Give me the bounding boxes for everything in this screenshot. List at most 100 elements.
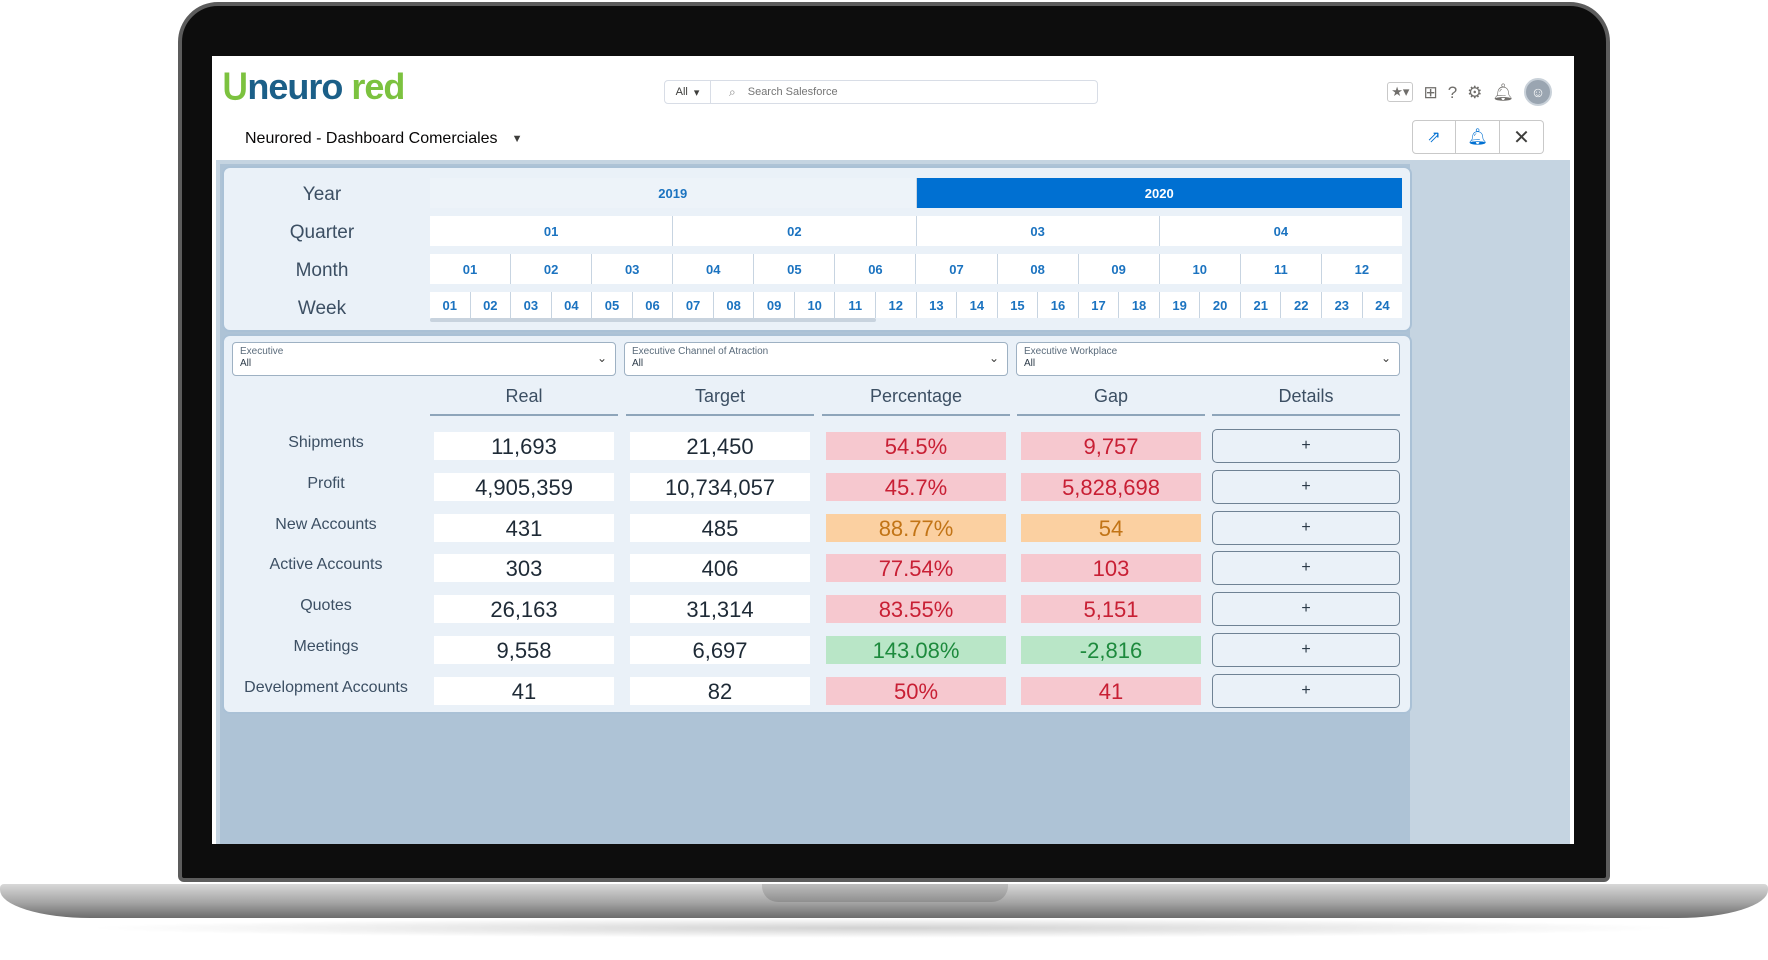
dashboard-title[interactable]: Neurored - Dashboard Comerciales ▼ <box>245 130 522 148</box>
column-header-target: Target <box>626 384 814 416</box>
plus-icon[interactable]: ⊞ <box>1423 82 1438 102</box>
metric-real-value: 4,905,359 <box>434 472 614 501</box>
global-search: All ▾ ⌕ <box>664 80 1098 104</box>
subscribe-button[interactable]: 🔔︎ <box>1456 120 1500 154</box>
metric-gap-value: 5,828,698 <box>1021 472 1201 501</box>
week-option-15[interactable]: 15 <box>997 292 1039 318</box>
details-button[interactable]: + <box>1212 469 1400 504</box>
week-option-24[interactable]: 24 <box>1362 292 1403 318</box>
week-option-06[interactable]: 06 <box>632 292 674 318</box>
share-button[interactable]: ⇗ <box>1412 120 1456 154</box>
month-option-09[interactable]: 09 <box>1078 254 1160 284</box>
metric-percentage-value: 83.55% <box>826 595 1006 624</box>
metric-real-value: 303 <box>434 554 614 583</box>
search-scope-label: All <box>675 86 688 98</box>
week-option-18[interactable]: 18 <box>1119 292 1160 318</box>
metric-gap-value: 54 <box>1021 513 1201 542</box>
month-option-10[interactable]: 10 <box>1159 254 1241 284</box>
month-option-07[interactable]: 07 <box>916 254 998 284</box>
week-option-11[interactable]: 11 <box>835 292 877 318</box>
quarter-option-01[interactable]: 01 <box>430 216 674 246</box>
filter-label: Executive Workplace <box>1024 346 1118 357</box>
laptop-notch <box>762 884 1008 902</box>
week-option-07[interactable]: 07 <box>673 292 714 318</box>
star-icon[interactable]: ★▾ <box>1387 82 1414 102</box>
week-option-20[interactable]: 20 <box>1200 292 1241 318</box>
week-option-17[interactable]: 17 <box>1078 292 1120 318</box>
week-option-03[interactable]: 03 <box>511 292 552 318</box>
metric-target-value: 82 <box>630 676 810 705</box>
dashboard-actions: ⇗ 🔔︎ ✕ <box>1412 120 1544 154</box>
metric-target-value: 6,697 <box>630 636 810 664</box>
chevron-down-icon: ▾ <box>693 86 700 99</box>
week-option-02[interactable]: 02 <box>470 292 512 318</box>
metric-percentage-value: 77.54% <box>826 554 1006 583</box>
chevron-down-icon[interactable]: ▼ <box>511 133 523 145</box>
week-option-16[interactable]: 16 <box>1038 292 1079 318</box>
quarter-option-04[interactable]: 04 <box>1159 216 1402 246</box>
filter-value: All <box>1024 358 1036 369</box>
share-icon: ⇗ <box>1427 129 1441 146</box>
week-option-23[interactable]: 23 <box>1322 292 1363 318</box>
week-option-04[interactable]: 04 <box>551 292 593 318</box>
week-option-12[interactable]: 12 <box>876 292 917 318</box>
week-option-19[interactable]: 19 <box>1159 292 1201 318</box>
month-selector: 01 02 03 04 05 06 07 08 09 10 11 12 <box>430 254 1402 284</box>
search-input[interactable] <box>747 86 1048 98</box>
help-icon[interactable]: ? <box>1447 82 1458 102</box>
year-option-2020[interactable]: 2020 <box>916 178 1402 208</box>
month-option-06[interactable]: 06 <box>835 254 917 284</box>
metric-real-value: 41 <box>434 676 614 705</box>
metric-label: Profit <box>307 474 345 492</box>
metric-label: Quotes <box>300 597 352 615</box>
details-button[interactable]: + <box>1212 510 1400 545</box>
week-option-13[interactable]: 13 <box>916 292 958 318</box>
week-option-14[interactable]: 14 <box>957 292 998 318</box>
month-option-08[interactable]: 08 <box>997 254 1079 284</box>
quarter-option-03[interactable]: 03 <box>916 216 1160 246</box>
week-scrollbar[interactable] <box>430 318 876 322</box>
search-icon: ⌕ <box>729 84 736 99</box>
details-button[interactable]: + <box>1212 592 1400 627</box>
metric-label: Active Accounts <box>269 556 383 574</box>
month-option-04[interactable]: 04 <box>673 254 755 284</box>
filter-executive-workplace[interactable]: Executive Workplace All ⌄ <box>1016 342 1400 376</box>
avatar[interactable]: ☺ <box>1524 78 1552 106</box>
search-scope-dropdown[interactable]: All ▾ <box>665 81 711 103</box>
metric-gap-value: 9,757 <box>1021 432 1201 460</box>
details-button[interactable]: + <box>1212 633 1400 667</box>
year-option-2019[interactable]: 2019 <box>430 178 917 208</box>
metric-target-value: 10,734,057 <box>630 472 810 501</box>
week-option-10[interactable]: 10 <box>794 292 836 318</box>
week-option-05[interactable]: 05 <box>592 292 633 318</box>
week-option-22[interactable]: 22 <box>1281 292 1323 318</box>
bell-icon[interactable]: 🔔︎ <box>1492 82 1514 102</box>
quarter-option-02[interactable]: 02 <box>673 216 917 246</box>
neurored-logo[interactable]: ᑌneuro red <box>222 66 405 108</box>
close-button[interactable]: ✕ <box>1500 120 1544 154</box>
week-label: Week <box>297 298 347 319</box>
chevron-down-icon: ⌄ <box>1380 351 1391 365</box>
month-option-02[interactable]: 02 <box>511 254 593 284</box>
filter-executive-channel-of-atraction[interactable]: Executive Channel of Atraction All ⌄ <box>624 342 1008 376</box>
quarter-selector: 01 02 03 04 <box>430 216 1402 246</box>
metric-gap-value: 5,151 <box>1021 595 1201 624</box>
filter-executive[interactable]: Executive All ⌄ <box>232 342 616 376</box>
week-option-08[interactable]: 08 <box>713 292 755 318</box>
app-screen: ᑌneuro red All ▾ ⌕ ★▾ ⊞ ? ⚙ 🔔︎ ☺ Neurore… <box>212 56 1574 844</box>
month-option-12[interactable]: 12 <box>1321 254 1402 284</box>
metric-percentage-value: 50% <box>826 676 1006 705</box>
details-button[interactable]: + <box>1212 673 1400 708</box>
details-button[interactable]: + <box>1212 429 1400 463</box>
details-button[interactable]: + <box>1212 551 1400 586</box>
year-selector: 2019 2020 <box>430 178 1402 208</box>
month-option-05[interactable]: 05 <box>754 254 836 284</box>
month-option-01[interactable]: 01 <box>430 254 512 284</box>
week-option-09[interactable]: 09 <box>754 292 795 318</box>
month-option-03[interactable]: 03 <box>592 254 674 284</box>
month-option-11[interactable]: 11 <box>1240 254 1322 284</box>
gear-icon[interactable]: ⚙ <box>1467 82 1483 102</box>
week-option-21[interactable]: 21 <box>1240 292 1282 318</box>
week-option-01[interactable]: 01 <box>430 292 471 318</box>
